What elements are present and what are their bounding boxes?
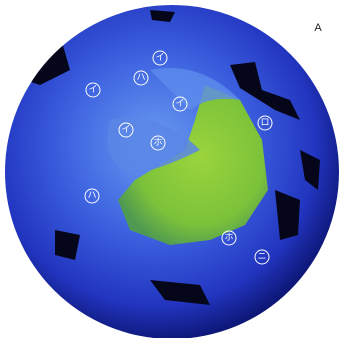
figure: A イハイイロイホハホニ: [0, 0, 339, 338]
panel-label: A: [314, 22, 322, 34]
page: {"panel_label": "A", "labels": ["イ", "ハ"…: [0, 0, 339, 338]
region-label: イ: [175, 99, 184, 109]
region-label: イ: [155, 53, 164, 63]
region-label: ハ: [136, 73, 145, 83]
region-label: ハ: [87, 191, 96, 201]
region-label: ニ: [257, 252, 266, 262]
region-label: イ: [88, 85, 97, 95]
region-label: ホ: [153, 137, 162, 148]
region-label: ホ: [224, 232, 233, 243]
region-label: ロ: [260, 118, 269, 128]
region-label: イ: [121, 125, 130, 135]
